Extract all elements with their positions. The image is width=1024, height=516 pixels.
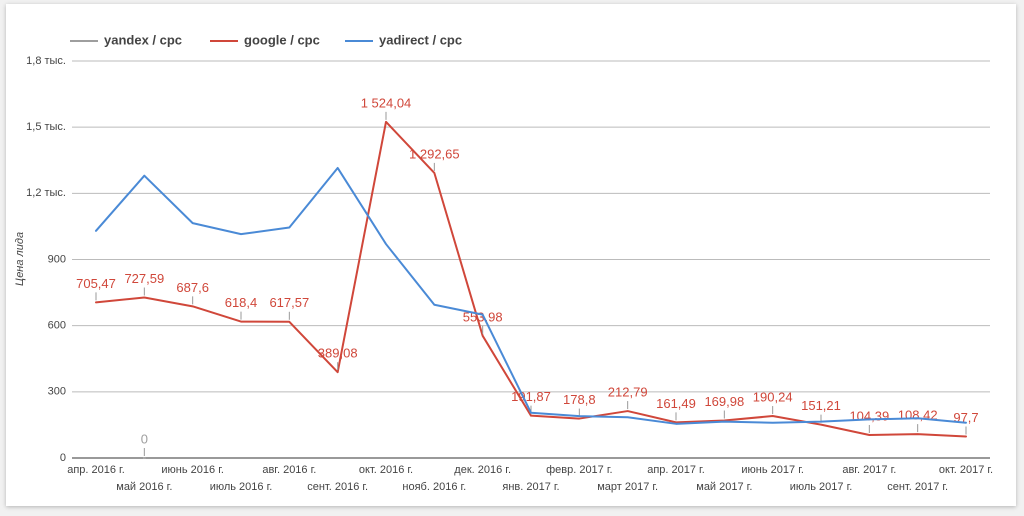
value-label: 169,98 — [704, 394, 744, 409]
value-label: 0 — [141, 431, 148, 446]
value-label: 161,49 — [656, 396, 696, 411]
x-tick-label: янв. 2017 г. — [502, 481, 559, 493]
value-label: 190,24 — [753, 389, 793, 404]
y-tick-label: 900 — [48, 253, 66, 265]
x-tick-label: авг. 2016 г. — [262, 464, 316, 476]
value-label: 618,4 — [225, 295, 258, 310]
x-tick-label: июнь 2017 г. — [741, 464, 804, 476]
x-tick-label: сент. 2017 г. — [887, 481, 948, 493]
legend-label: google / cpc — [244, 32, 320, 47]
y-tick-label: 1,5 тыс. — [26, 121, 66, 133]
value-label: 617,57 — [269, 295, 309, 310]
value-label: 104,39 — [849, 408, 889, 423]
value-label: 705,47 — [76, 276, 116, 291]
value-label: 687,6 — [176, 280, 209, 295]
y-tick-label: 0 — [60, 452, 66, 464]
chart-card — [6, 4, 1016, 506]
x-tick-label: окт. 2016 г. — [359, 464, 413, 476]
legend-label: yadirect / cpc — [379, 32, 462, 47]
value-label: 151,21 — [801, 398, 841, 413]
value-label: 1 292,65 — [409, 146, 460, 161]
x-tick-label: февр. 2017 г. — [546, 464, 613, 476]
x-tick-label: сент. 2016 г. — [307, 481, 368, 493]
value-label: 212,79 — [608, 385, 648, 400]
series-line — [95, 120, 967, 438]
value-label: 1 524,04 — [361, 95, 412, 110]
legend-label: yandex / cpc — [104, 32, 182, 47]
value-label: 178,8 — [563, 392, 596, 407]
x-tick-label: апр. 2016 г. — [67, 464, 125, 476]
y-tick-label: 1,8 тыс. — [26, 55, 66, 67]
x-tick-label: июль 2016 г. — [210, 481, 273, 493]
y-axis-title: Цена лида — [14, 232, 26, 286]
value-label: 191,87 — [511, 389, 551, 404]
series-line — [95, 166, 967, 425]
x-tick-label: май 2017 г. — [696, 481, 752, 493]
x-tick-label: окт. 2017 г. — [939, 464, 993, 476]
x-tick-label: дек. 2016 г. — [454, 464, 511, 476]
y-tick-label: 1,2 тыс. — [26, 187, 66, 199]
value-label: 727,59 — [124, 271, 164, 286]
y-tick-label: 300 — [48, 386, 66, 398]
x-tick-label: июль 2017 г. — [790, 481, 853, 493]
y-tick-label: 600 — [48, 320, 66, 332]
x-tick-label: июнь 2016 г. — [161, 464, 224, 476]
x-tick-label: авг. 2017 г. — [842, 464, 896, 476]
x-tick-label: нояб. 2016 г. — [402, 481, 466, 493]
value-label: 389,08 — [318, 346, 358, 361]
x-tick-label: март 2017 г. — [597, 481, 658, 493]
x-tick-label: май 2016 г. — [116, 481, 172, 493]
x-tick-label: апр. 2017 г. — [647, 464, 705, 476]
